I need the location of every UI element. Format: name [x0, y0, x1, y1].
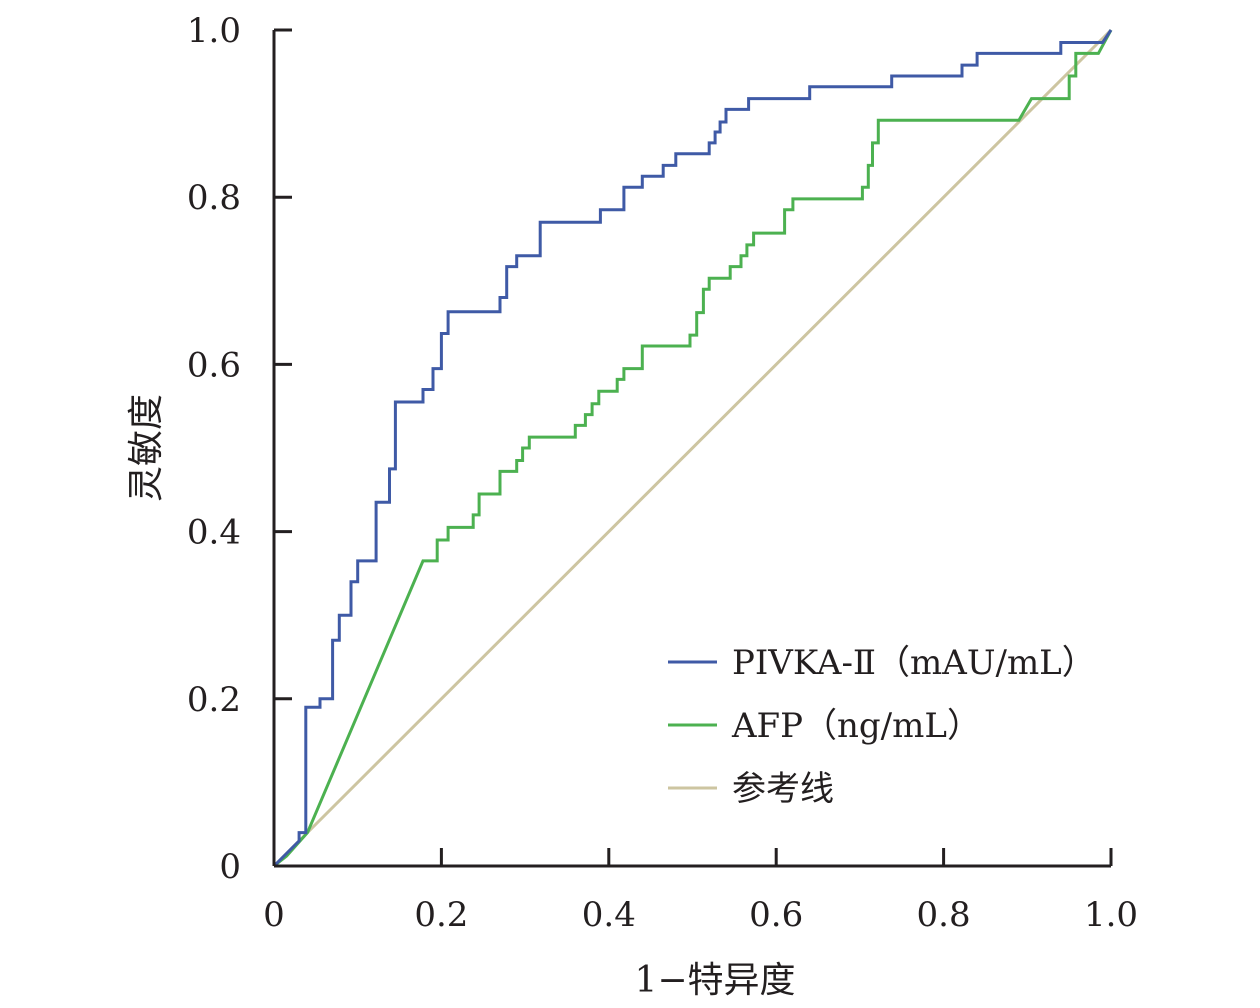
- y-tick-label: 0.8: [187, 178, 241, 218]
- legend: PIVKA-Ⅱ（mAU/mL） AFP（ng/mL） 参考线: [668, 643, 1096, 809]
- series-line-afp-ng-ml: [273, 29, 1113, 868]
- y-ticks: 0 0.2 0.4 0.6 0.8 1.0: [187, 11, 292, 887]
- x-tick-label: 0: [263, 895, 285, 935]
- series-line-pivka-mau-ml: [272, 29, 1113, 868]
- x-tick-label: 0.6: [749, 895, 803, 935]
- series-line-reference: [272, 28, 1113, 868]
- x-tick-label: 1.0: [1084, 895, 1138, 935]
- y-tick-label: 0.6: [187, 345, 241, 385]
- legend-label-afp-ng-ml: AFP（ng/mL）: [731, 706, 981, 746]
- x-axis-title: 1−特异度: [634, 960, 795, 1001]
- y-tick-label: 0: [219, 847, 241, 887]
- x-tick-label: 0.8: [917, 895, 971, 935]
- y-tick-label: 0.4: [187, 513, 241, 553]
- x-ticks: 0 0.2 0.4 0.6 0.8 1.0: [263, 848, 1138, 935]
- x-tick-label: 0.2: [414, 895, 468, 935]
- legend-label-reference: 参考线: [732, 769, 834, 809]
- y-tick-label: 1.0: [187, 11, 241, 51]
- y-tick-label: 0.2: [187, 680, 241, 720]
- y-axis-title: 灵敏度: [126, 394, 167, 502]
- series-lines: [272, 28, 1113, 868]
- x-tick-label: 0.4: [582, 895, 636, 935]
- axes: 0 0.2 0.4 0.6 0.8 1.0 0 0.2 0.4 0.6 0.8 1.0: [187, 11, 1138, 935]
- legend-label-pivka-mau-ml: PIVKA-Ⅱ（mAU/mL）: [732, 643, 1096, 683]
